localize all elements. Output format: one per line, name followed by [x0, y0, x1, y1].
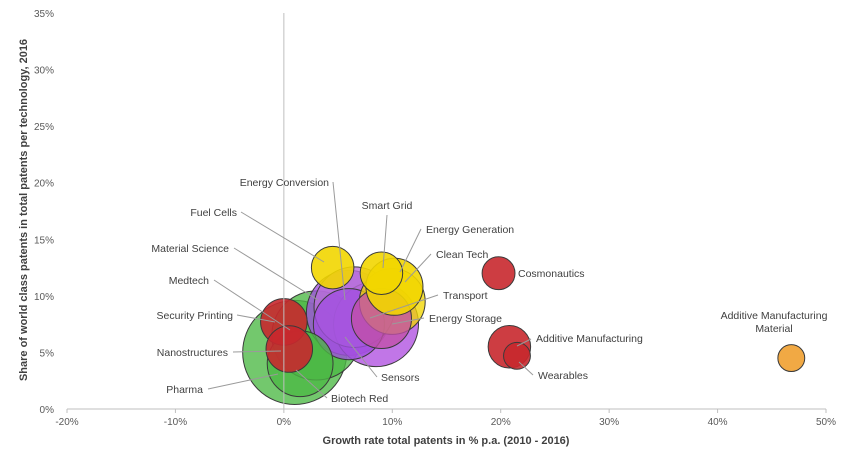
label-energy-generation: Energy Generation	[426, 224, 514, 236]
label-smart-grid: Smart Grid	[362, 200, 413, 212]
leader-energy-conversion	[332, 181, 346, 301]
leader-smart-grid	[382, 214, 388, 269]
leader-nanostructures	[232, 350, 282, 353]
label-additive-manufacturing-material: Additive Manufacturing Material	[721, 310, 828, 335]
x-tick-label: 30%	[599, 417, 619, 428]
leader-fuel-cells	[240, 211, 325, 263]
y-tick-label: 10%	[34, 292, 54, 303]
label-layer: Energy Conversion Smart Grid Energy Genera…	[151, 177, 827, 405]
label-clean-tech: Clean Tech	[436, 249, 489, 261]
leader-energy-storage	[391, 317, 425, 325]
label-additive-manufacturing: Additive Manufacturing	[536, 333, 643, 345]
label-medtech: Medtech	[169, 275, 209, 287]
bubble-cosmonautics	[481, 256, 516, 291]
leader-lines	[207, 181, 534, 399]
x-tick-label: 0%	[277, 417, 292, 428]
y-tick-label: 35%	[34, 9, 54, 20]
y-tick-label: 20%	[34, 179, 54, 190]
leader-medtech	[213, 279, 291, 331]
leader-wearables	[518, 361, 534, 376]
label-energy-storage: Energy Storage	[429, 313, 502, 325]
leader-security-printing	[236, 314, 276, 323]
label-sensors: Sensors	[381, 372, 420, 384]
y-tick-label: 5%	[40, 348, 55, 359]
leader-clean-tech	[404, 253, 432, 283]
y-tick-label: 25%	[34, 122, 54, 133]
label-security-printing: Security Printing	[157, 310, 234, 322]
label-energy-conversion: Energy Conversion	[240, 177, 329, 189]
x-tick-label: 50%	[816, 417, 836, 428]
bubble-layer	[242, 245, 806, 405]
label-fuel-cells: Fuel Cells	[190, 207, 237, 219]
x-axis-title: Growth rate total patents in % p.a. (201…	[323, 435, 570, 447]
bubble-smart-grid	[359, 251, 404, 295]
x-tick-label: 20%	[491, 417, 511, 428]
bubble-additive-manufacturing-material	[777, 344, 806, 373]
bubble-nanostructures	[265, 325, 314, 373]
bubble-fuel-cells	[310, 245, 355, 290]
x-tick-label: -20%	[55, 417, 78, 428]
x-tick-label: 40%	[708, 417, 728, 428]
label-cosmonautics: Cosmonautics	[518, 268, 585, 280]
leader-pharma	[207, 373, 279, 390]
leader-sensors	[344, 336, 378, 378]
leader-biotech-red	[295, 369, 328, 399]
x-tick-label: -10%	[164, 417, 187, 428]
label-pharma: Pharma	[166, 384, 203, 396]
label-material-science: Material Science	[151, 243, 229, 255]
leader-material-science	[233, 247, 319, 301]
leader-energy-generation	[399, 228, 422, 273]
y-tick-label: 15%	[34, 235, 54, 246]
label-wearables: Wearables	[538, 370, 588, 382]
x-tick-label: 10%	[382, 417, 402, 428]
axes-layer: -20% -10% 0% 10% 20% 30% 40% 50% 0% 5% 10% 15% 20% 25…	[34, 9, 836, 428]
label-transport: Transport	[443, 290, 488, 302]
leader-transport	[369, 294, 439, 319]
y-axis-title: Share of world class patents in total pa…	[18, 39, 30, 381]
label-nanostructures: Nanostructures	[157, 347, 228, 359]
y-tick-label: 0%	[40, 405, 55, 416]
label-biotech-red: Biotech Red	[331, 393, 388, 405]
bubble-wearables	[503, 341, 531, 370]
leader-additive-manufacturing	[516, 338, 532, 347]
y-tick-label: 30%	[34, 66, 54, 77]
